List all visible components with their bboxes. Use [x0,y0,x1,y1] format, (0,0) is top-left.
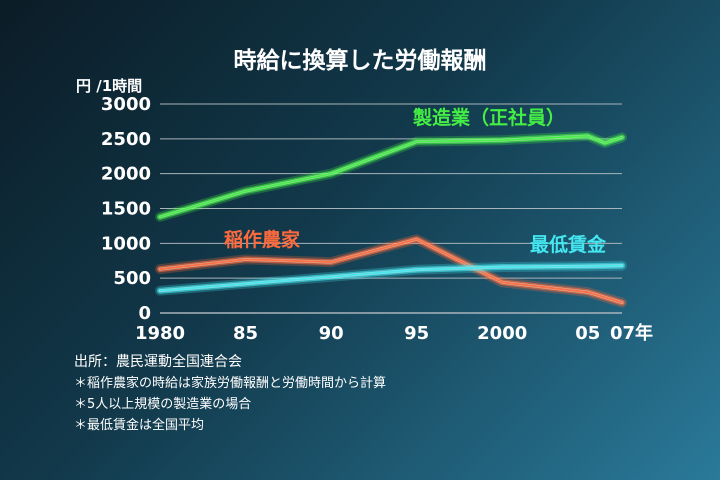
x-tick-label: 07年 [610,322,653,344]
y-axis-label: 円 /1時間 [76,77,142,95]
x-tick-label: 85 [233,323,258,344]
y-tick-label: 1500 [101,199,151,220]
series-label-0: 製造業（正社員） [412,106,565,129]
series-line-1 [155,234,627,308]
y-tick-label: 2000 [101,164,151,185]
chart-title: 時給に換算した労働報酬 [234,47,487,74]
y-tick-labels: 0 500 1000 1500 2000 2500 3000 [101,94,151,324]
x-tick-label: 95 [404,323,429,344]
series-line-0 [155,131,627,222]
x-tick-labels: 1980 85 90 95 2000 05 07年 [135,322,653,344]
x-tick-label: 1980 [135,323,185,344]
x-tick-label: 2000 [477,323,527,344]
y-tick-label: 0 [138,303,151,324]
series-label-2: 最低賃金 [530,233,607,256]
y-tick-label: 2500 [101,129,151,150]
footnote-rice-farmers: ＊稲作農家の時給は家族労働報酬と労働時間から計算 [74,376,387,391]
x-tick-label: 90 [319,323,344,344]
grid-lines [160,103,622,314]
footnote-manufacturing: ＊5人以上規模の製造業の場合 [74,397,252,412]
footnotes: 出所：農民運動全国連合会 ＊稲作農家の時給は家族労働報酬と労働時間から計算 ＊5… [74,352,386,436]
source-note: 出所：農民運動全国連合会 [74,354,242,370]
series-lines [155,131,627,308]
y-tick-label: 1000 [101,233,151,254]
y-tick-label: 500 [113,268,151,289]
series-line-2 [155,260,627,296]
series-labels: 製造業（正社員） 稲作農家 最低賃金 [224,106,607,256]
footnote-minimum-wage: ＊最低賃金は全国平均 [74,418,205,433]
series-label-1: 稲作農家 [224,228,301,251]
y-tick-label: 3000 [101,94,151,115]
x-tick-label: 05 [575,323,600,344]
